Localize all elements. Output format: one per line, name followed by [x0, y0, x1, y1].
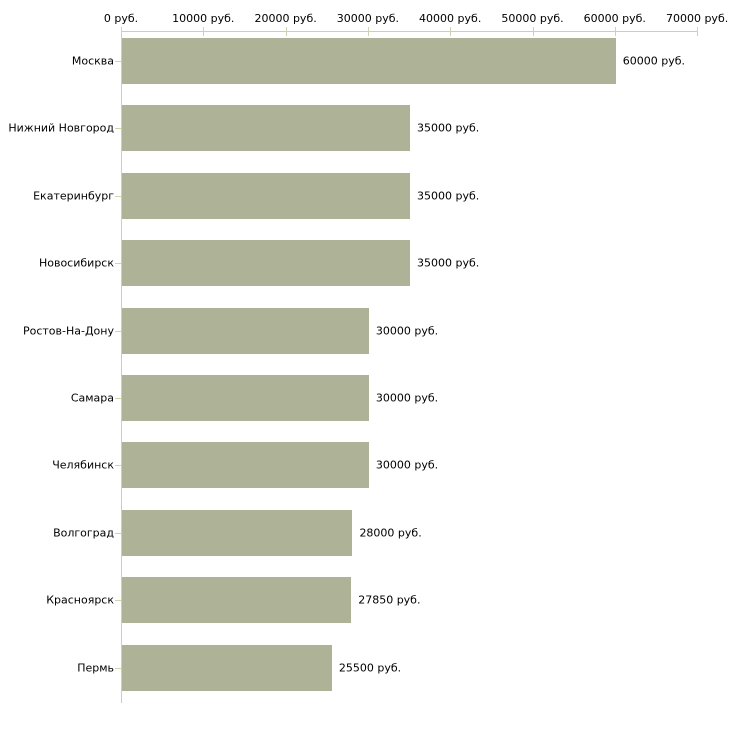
bar-row: Екатеринбург 35000 руб. — [0, 172, 730, 219]
category-label: Москва — [71, 54, 114, 68]
x-axis-line — [121, 31, 698, 32]
value-label: 35000 руб. — [417, 121, 480, 135]
category-label: Екатеринбург — [33, 189, 114, 203]
category-tick-mark — [115, 600, 121, 602]
x-axis-tick-label: 10000 руб. — [172, 12, 235, 25]
value-label: 35000 руб. — [417, 189, 480, 203]
bar — [122, 307, 369, 354]
bar — [122, 509, 353, 556]
category-label: Самара — [70, 391, 114, 405]
value-label: 35000 руб. — [417, 256, 480, 270]
x-axis-tick-mark — [121, 27, 122, 36]
x-axis-tick-mark — [285, 27, 287, 36]
bar — [122, 105, 411, 152]
value-label: 30000 руб. — [375, 458, 439, 472]
x-axis-tick-mark — [367, 27, 369, 36]
category-tick-mark — [115, 61, 121, 62]
x-axis-tick-mark — [614, 27, 616, 36]
category-label: Новосибирск — [38, 256, 114, 270]
x-axis-tick-label: 50000 руб. — [501, 12, 564, 25]
category-tick-mark — [115, 667, 121, 669]
bar-row: Волгоград 28000 руб. — [0, 509, 730, 556]
x-axis-tick-mark — [450, 27, 452, 36]
category-tick-mark — [115, 330, 121, 332]
category-label: Пермь — [77, 661, 114, 675]
bar-row: Москва 60000 руб. — [0, 38, 730, 84]
bar — [122, 644, 332, 691]
bar-row: Челябинск 30000 руб. — [0, 442, 730, 489]
bar — [122, 442, 369, 489]
bar-row: Новосибирск 35000 руб. — [0, 240, 730, 287]
y-axis-line — [121, 31, 122, 703]
bar-row: Пермь 25500 руб. — [0, 644, 730, 691]
x-axis-tick-label: 70000 руб. — [665, 12, 729, 25]
category-tick-mark — [115, 465, 121, 467]
bar-row: Нижний Новгород 35000 руб. — [0, 105, 730, 152]
category-tick-mark — [115, 263, 121, 265]
x-axis-tick-label: 20000 руб. — [254, 12, 317, 25]
bar — [122, 172, 411, 219]
category-tick-mark — [115, 195, 121, 197]
category-label: Нижний Новгород — [8, 121, 114, 135]
bar-row: Ростов-На-Дону 30000 руб. — [0, 307, 730, 354]
value-label: 30000 руб. — [375, 324, 439, 338]
category-label: Ростов-На-Дону — [22, 324, 114, 338]
x-axis-tick-label: 0 руб. — [103, 12, 139, 25]
value-label: 60000 руб. — [622, 54, 686, 68]
value-label: 25500 руб. — [338, 661, 402, 675]
category-label: Челябинск — [52, 458, 114, 472]
category-tick-mark — [115, 532, 121, 534]
bar — [122, 240, 411, 287]
bar-row: Самара 30000 руб. — [0, 375, 730, 421]
bar — [122, 375, 369, 421]
bar — [122, 577, 352, 624]
value-label: 27850 руб. — [358, 593, 421, 607]
x-axis-tick-mark — [697, 27, 699, 36]
x-axis-tick-label: 60000 руб. — [583, 12, 646, 25]
bar-row: Красноярск 27850 руб. — [0, 577, 730, 624]
value-label: 30000 руб. — [375, 391, 439, 405]
bar — [122, 38, 616, 84]
category-label: Волгоград — [53, 526, 114, 540]
x-axis-tick-label: 40000 руб. — [419, 12, 482, 25]
x-axis-tick-label: 30000 руб. — [336, 12, 400, 25]
category-label: Красноярск — [46, 593, 114, 607]
value-label: 28000 руб. — [359, 526, 422, 540]
category-tick-mark — [115, 128, 121, 130]
x-axis-tick-mark — [532, 27, 534, 36]
category-tick-mark — [115, 398, 121, 399]
x-axis-tick-mark — [203, 27, 205, 36]
